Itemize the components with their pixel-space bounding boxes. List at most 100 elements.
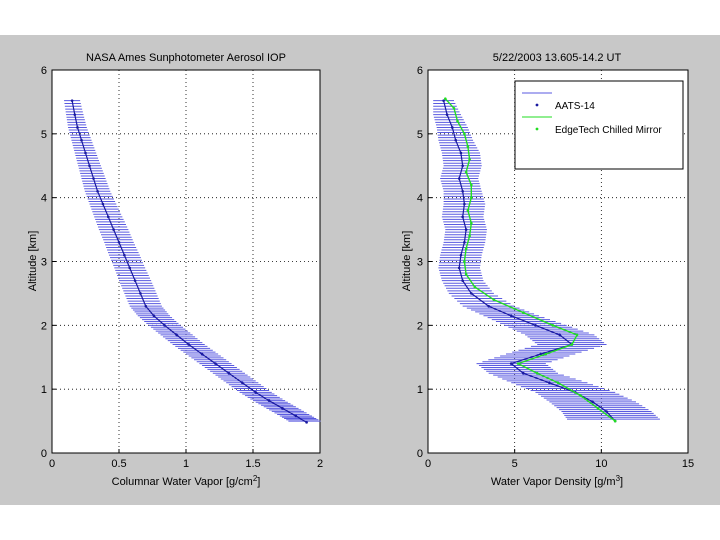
data-point <box>200 352 204 356</box>
data-point <box>534 324 537 327</box>
y-axis-label-right: Altitude [km] <box>401 231 413 292</box>
series-line-edgetech <box>444 98 616 422</box>
y-tick-label: 2 <box>41 320 47 332</box>
data-point <box>539 352 542 356</box>
data-point <box>88 164 91 168</box>
data-point <box>468 234 471 238</box>
data-point <box>551 324 555 327</box>
data-point <box>492 298 496 302</box>
chart-svg: 0 0.5 1 1.5 2 0 1 2 3 4 5 6 NASA Ames Sunphotometer… <box>27 52 694 489</box>
data-point <box>96 189 99 193</box>
data-point <box>461 279 464 282</box>
data-point <box>139 292 142 295</box>
data-point <box>470 183 473 187</box>
data-point <box>454 138 458 142</box>
legend-box <box>514 80 684 170</box>
x-tick-label: 1 <box>183 458 189 470</box>
data-point <box>267 399 271 402</box>
data-point <box>444 97 447 101</box>
legend-marker-edgetech <box>535 127 539 131</box>
data-point <box>117 241 121 244</box>
figure-background: 0 0.5 1 1.5 2 0 1 2 3 4 5 6 NASA Ames Sunphotometer… <box>0 35 720 505</box>
data-point <box>591 400 594 404</box>
x-tick-label: 2 <box>317 458 323 470</box>
x-axis-label-left: Columnar Water Vapor [g/cm2] <box>112 474 261 489</box>
data-point <box>463 202 466 206</box>
y-tick-label: 1 <box>417 384 423 396</box>
x-tick-label: 10 <box>595 458 607 470</box>
y-tick-label: 5 <box>41 129 47 141</box>
data-point <box>556 381 560 385</box>
y-tick-label: 3 <box>41 257 47 269</box>
data-point <box>461 164 464 168</box>
data-point <box>123 253 126 257</box>
data-point <box>450 126 454 129</box>
y-tick-label: 1 <box>41 384 47 396</box>
data-point <box>70 99 74 102</box>
x-tick-label: 5 <box>512 458 518 470</box>
data-point <box>281 407 284 410</box>
legend-label-edgetech: EdgeTech Chilled Mirror <box>555 125 662 136</box>
y-tick-label: 4 <box>417 193 423 205</box>
y-tick-label: 4 <box>41 193 47 205</box>
y-tick-label: 0 <box>417 448 423 460</box>
data-point <box>240 381 244 385</box>
data-point <box>466 145 470 148</box>
data-point <box>457 266 461 270</box>
legend-marker-aats <box>535 103 539 107</box>
data-point <box>575 333 579 337</box>
data-point <box>76 126 79 129</box>
data-point <box>442 99 445 102</box>
data-point <box>544 352 548 356</box>
data-point <box>92 177 95 180</box>
y-tick-label: 0 <box>41 448 47 460</box>
data-point <box>456 119 459 123</box>
y-tick-label: 2 <box>417 320 423 332</box>
data-point <box>459 253 463 257</box>
data-point <box>294 414 298 418</box>
data-point <box>579 394 582 397</box>
y-tick-label: 6 <box>41 65 47 77</box>
data-point <box>445 113 449 116</box>
chart-title-right: 5/22/2003 13.605-14.2 UT <box>493 52 622 64</box>
data-point <box>457 177 461 180</box>
data-point <box>461 215 464 219</box>
data-point <box>254 391 257 394</box>
data-point <box>464 228 468 231</box>
data-point <box>466 209 470 212</box>
data-point <box>80 138 83 142</box>
y-tick-label: 5 <box>417 129 423 141</box>
y-tick-label: 3 <box>417 257 423 269</box>
x-tick-label: 15 <box>682 458 694 470</box>
data-point <box>128 266 132 270</box>
data-point <box>558 333 562 337</box>
chart-title-left: NASA Ames Sunphotometer Aerosol IOP <box>86 52 286 64</box>
data-point <box>133 279 137 282</box>
data-point <box>101 202 105 206</box>
data-point <box>535 371 539 375</box>
data-point <box>144 304 148 308</box>
legend-label-aats: AATS-14 <box>555 101 595 112</box>
data-point <box>605 410 608 413</box>
data-point <box>461 189 464 193</box>
data-point <box>509 314 513 318</box>
data-point <box>112 228 115 231</box>
data-point <box>522 371 525 375</box>
x-tick-label: 0 <box>425 458 431 470</box>
data-point <box>516 362 520 365</box>
data-point <box>522 311 525 314</box>
data-point <box>487 304 490 308</box>
data-point <box>463 260 466 263</box>
x-axis-label-right: Water Vapor Density [g/m3] <box>491 474 623 489</box>
data-point <box>152 314 156 318</box>
data-point <box>468 158 471 161</box>
data-point <box>459 151 463 155</box>
series-line-aats14 <box>71 100 307 423</box>
data-point <box>73 113 77 116</box>
data-point <box>470 196 473 199</box>
y-tick-label: 6 <box>417 65 423 77</box>
data-point <box>464 272 468 276</box>
data-point <box>470 221 473 225</box>
data-point <box>463 132 466 136</box>
data-point <box>463 241 466 244</box>
